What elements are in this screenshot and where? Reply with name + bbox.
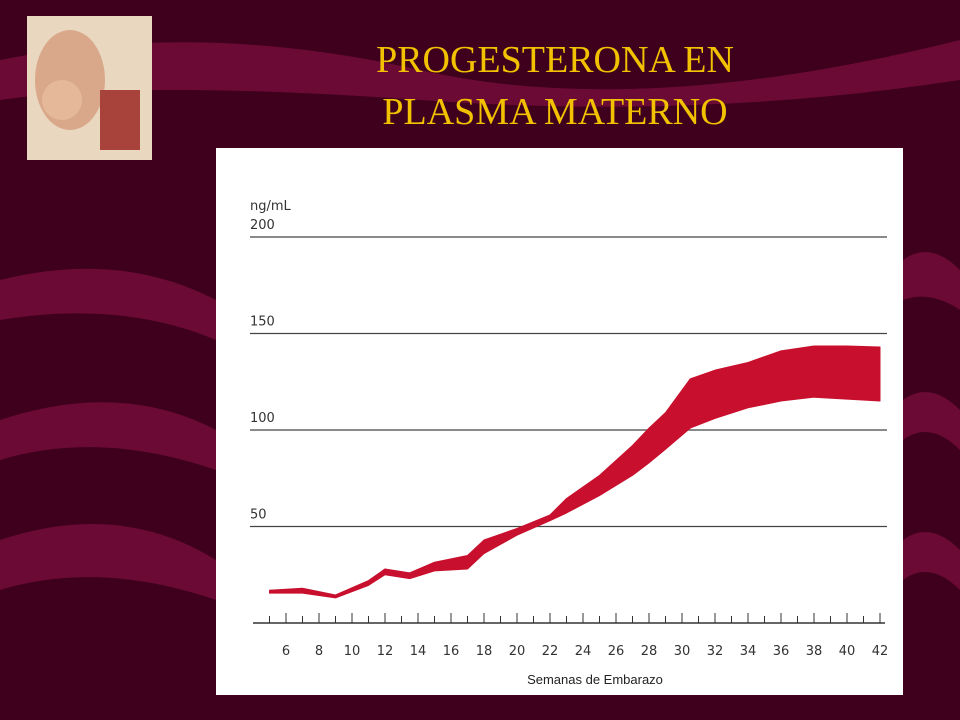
x-tick-label: 8 (315, 644, 323, 659)
x-tick-label: 28 (641, 644, 658, 659)
title-line: PROGESTERONA EN (376, 39, 734, 81)
range-band (269, 345, 881, 599)
x-tick-label: 42 (872, 644, 889, 659)
x-tick-label: 36 (773, 644, 790, 659)
x-tick-label: 26 (608, 644, 625, 659)
y-tick-label: 200 (250, 218, 275, 233)
y-tick-label: 100 (250, 411, 275, 426)
x-tick-label: 24 (575, 644, 592, 659)
title-line: PLASMA MATERNO (382, 91, 727, 133)
illustration (27, 16, 152, 160)
y-axis-label: ng/mL (250, 199, 292, 214)
chart-panel (216, 148, 903, 695)
x-tick-label: 18 (476, 644, 493, 659)
x-tick-label: 38 (806, 644, 823, 659)
x-tick-label: 10 (344, 644, 361, 659)
x-tick-label: 30 (674, 644, 691, 659)
x-tick-label: 22 (542, 644, 559, 659)
wave-decoration (0, 40, 960, 600)
x-tick-label: 12 (377, 644, 394, 659)
y-tick-label: 50 (250, 508, 267, 523)
x-tick-label: 14 (410, 644, 427, 659)
y-tick-label: 150 (250, 315, 275, 330)
x-tick-label: 40 (839, 644, 856, 659)
x-tick-label: 16 (443, 644, 460, 659)
x-tick-label: 32 (707, 644, 724, 659)
x-tick-label: 20 (509, 644, 526, 659)
x-tick-label: 6 (282, 644, 290, 659)
x-tick-label: 34 (740, 644, 757, 659)
x-axis-label: Semanas de Embarazo (527, 672, 663, 687)
